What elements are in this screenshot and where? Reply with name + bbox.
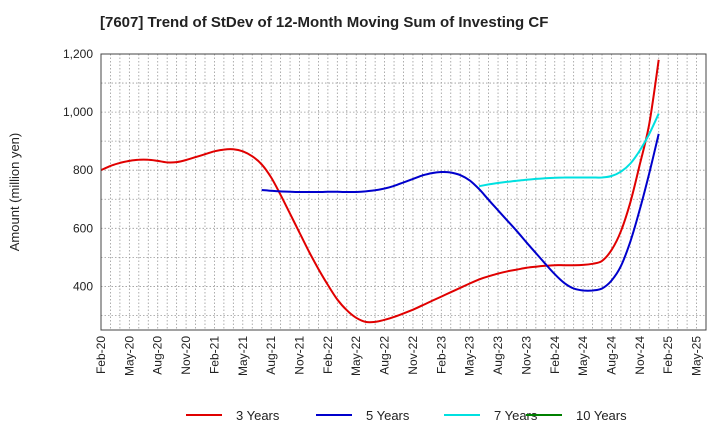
- plot-area: [100, 53, 707, 331]
- legend: 3 Years 5 Years 7 Years 10 Years: [0, 404, 720, 426]
- y-axis-label: Amount (million yen): [7, 133, 22, 252]
- legend-label: 7 Years: [494, 407, 538, 423]
- series-line-3-years: [100, 59, 660, 324]
- x-tick-label: Aug-20: [151, 336, 165, 375]
- legend-item-5-years: 5 Years: [316, 404, 409, 426]
- x-tick-label: May-25: [690, 336, 704, 376]
- x-tick-label: Feb-21: [207, 336, 221, 374]
- legend-label: 10 Years: [576, 407, 627, 423]
- series-line-5-years: [261, 133, 660, 292]
- x-tick-label: Nov-21: [293, 336, 307, 375]
- legend-label: 3 Years: [236, 407, 280, 423]
- legend-swatch: [526, 414, 562, 416]
- x-tick-label: Aug-23: [491, 336, 505, 375]
- x-tick-label: Nov-20: [179, 336, 193, 375]
- series-lines: [100, 59, 660, 324]
- legend-item-3-years: 3 Years: [186, 404, 279, 426]
- x-tick-label: Feb-22: [321, 336, 335, 374]
- x-tick-label: May-20: [122, 336, 136, 376]
- x-tick-label: May-24: [576, 336, 590, 376]
- chart-title: [7607] Trend of StDev of 12-Month Moving…: [100, 14, 549, 31]
- grid: [101, 54, 706, 330]
- x-tick-label: Feb-23: [434, 336, 448, 374]
- x-tick-label: Aug-21: [264, 336, 278, 375]
- legend-label: 5 Years: [366, 407, 410, 423]
- x-tick-label: Nov-22: [406, 336, 420, 375]
- x-tick-label: Aug-24: [604, 336, 618, 375]
- y-tick-label: 1,000: [63, 105, 93, 119]
- legend-item-10-years: 10 Years: [526, 404, 627, 426]
- y-tick-label: 800: [73, 163, 93, 177]
- x-tick-label: Nov-24: [633, 336, 647, 375]
- x-tick-label: May-21: [236, 336, 250, 376]
- x-tick-labels: Feb-20 May-20 Aug-20 Nov-20 Feb-21 May-21 Aug-…: [94, 336, 704, 376]
- x-tick-label: May-22: [349, 336, 363, 376]
- legend-swatch: [186, 414, 222, 416]
- series-line-7-years: [478, 113, 660, 188]
- x-tick-label: Nov-23: [519, 336, 533, 375]
- y-tick-labels: 400 600 800 1,000 1,200: [63, 47, 93, 293]
- y-tick-label: 600: [73, 221, 93, 235]
- y-tick-label: 1,200: [63, 47, 93, 61]
- legend-swatch: [316, 414, 352, 416]
- legend-item-7-years: 7 Years: [444, 404, 537, 426]
- x-tick-label: Feb-24: [548, 336, 562, 374]
- x-tick-label: Aug-22: [378, 336, 392, 375]
- legend-swatch: [444, 414, 480, 416]
- x-tick-label: Feb-20: [94, 336, 108, 374]
- x-tick-label: Feb-25: [661, 336, 675, 374]
- y-tick-label: 400: [73, 279, 93, 293]
- x-tick-label: May-23: [463, 336, 477, 376]
